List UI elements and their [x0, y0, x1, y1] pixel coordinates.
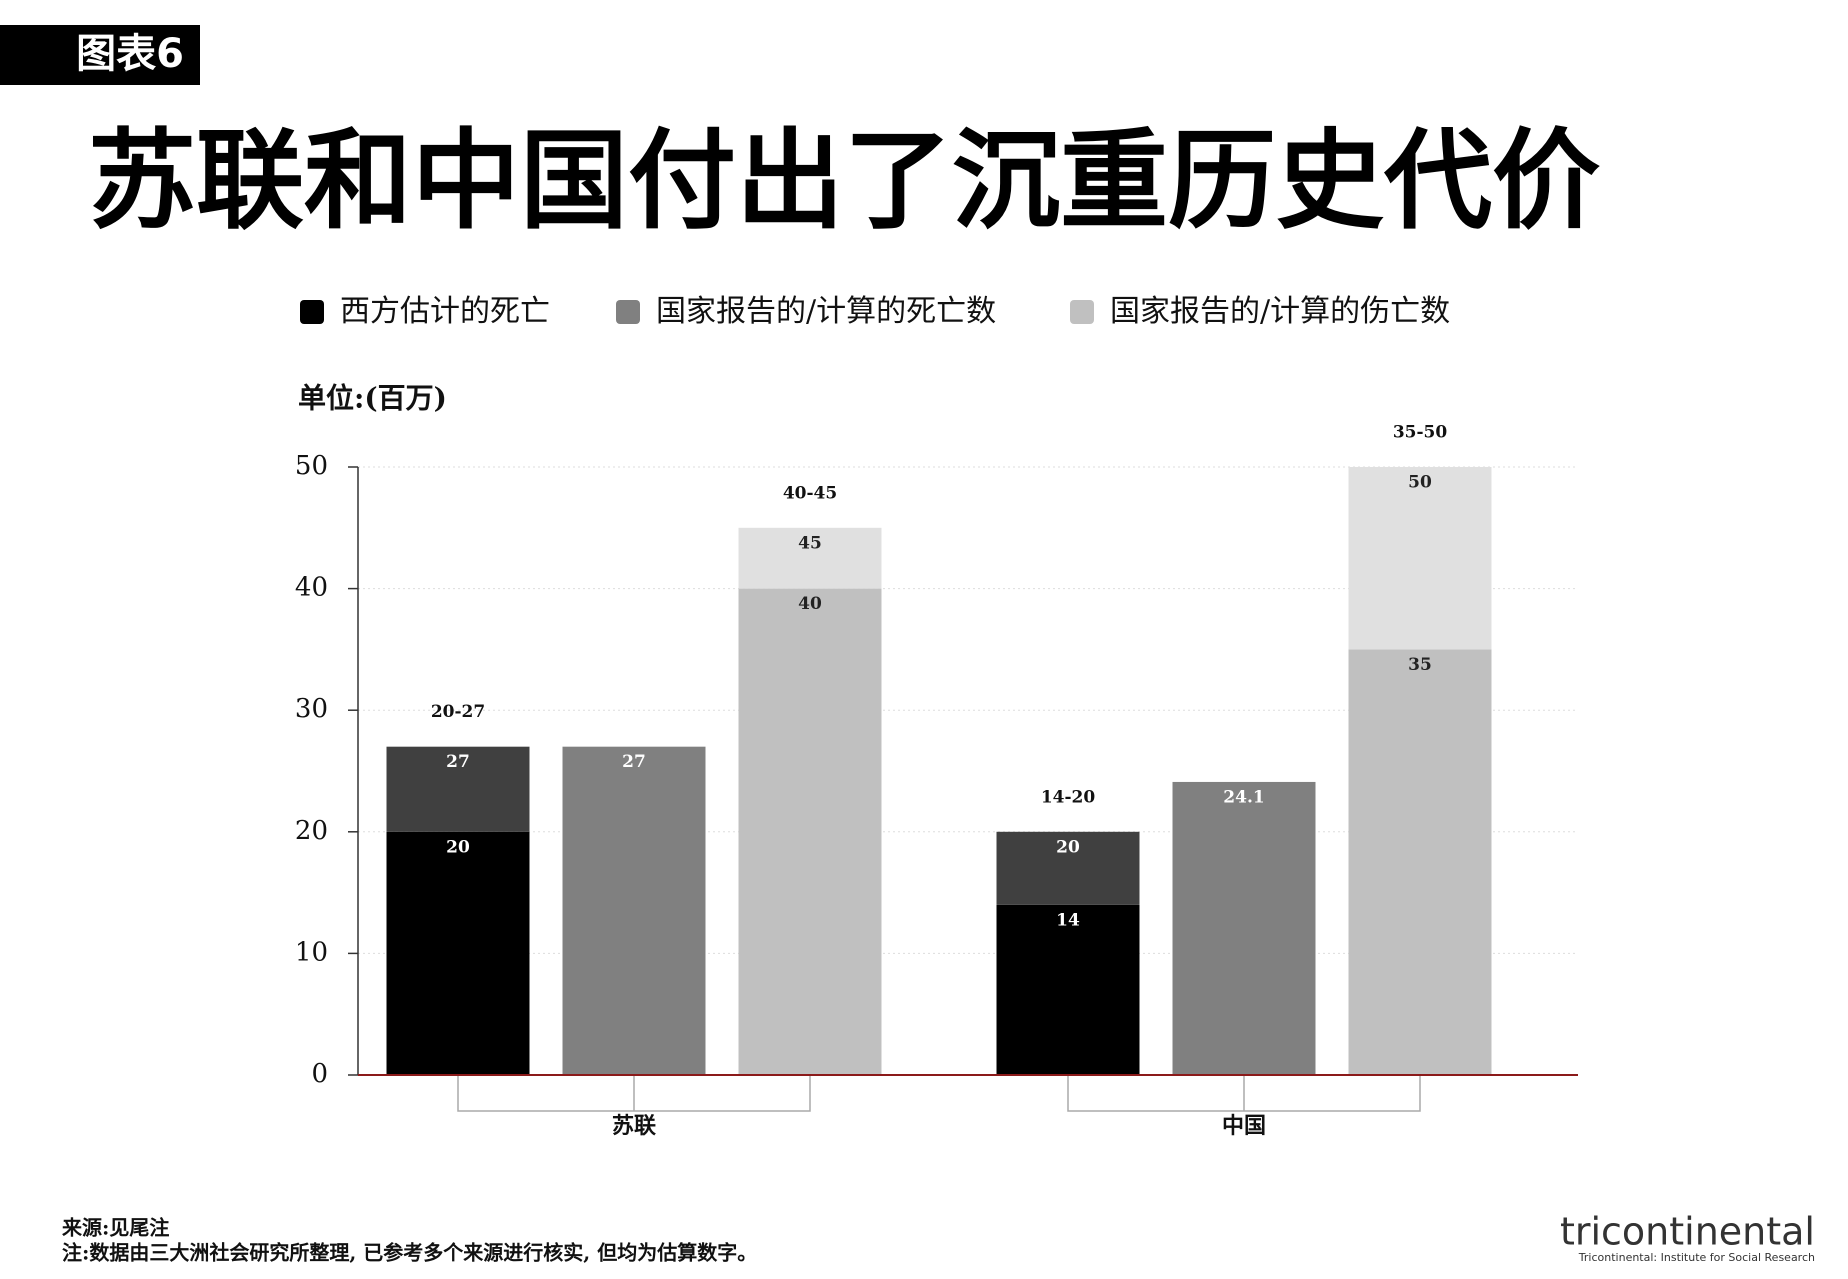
bar-range	[1348, 467, 1492, 650]
source: 来源:见尾注	[61, 1216, 169, 1240]
x-tick-label: 苏联	[612, 1113, 656, 1139]
y-axis-label: 单位:(百万)	[298, 382, 447, 415]
legend-label: 国家报告的/计算的伤亡数	[1110, 294, 1450, 329]
bar-range	[386, 746, 530, 832]
low-value-label: 40	[798, 594, 822, 614]
y-tick-label: 10	[295, 937, 328, 967]
high-value-label: 50	[1408, 473, 1432, 493]
bar-low	[1348, 649, 1492, 1075]
legend-label: 国家报告的/计算的死亡数	[656, 294, 996, 329]
bar-low	[738, 588, 882, 1075]
range-label: 14-20	[1041, 787, 1096, 807]
bar-low	[386, 831, 530, 1075]
legend-swatch	[616, 300, 640, 324]
note: 注:数据由三大洲社会研究所整理, 已参考多个来源进行核实, 但均为估算数字。	[62, 1241, 757, 1265]
bar-range	[738, 527, 882, 589]
high-value-label: 27	[446, 752, 470, 772]
category-bracket	[457, 1075, 811, 1112]
range-label: 20-27	[431, 702, 485, 722]
bar-low	[996, 904, 1140, 1075]
bar-value-label: 24.1	[1223, 787, 1264, 807]
y-tick-label: 0	[311, 1059, 328, 1089]
y-tick-label: 50	[295, 451, 328, 481]
low-value-label: 14	[1056, 910, 1080, 930]
range-label: 40-45	[783, 483, 837, 503]
x-tick-label: 中国	[1222, 1113, 1266, 1139]
legend-swatch	[300, 300, 324, 324]
y-tick-label: 20	[295, 816, 328, 846]
high-value-label: 45	[798, 533, 822, 553]
category-bracket	[1067, 1075, 1421, 1112]
bar-value-label: 27	[622, 752, 646, 772]
y-tick-label: 40	[295, 573, 328, 603]
logo-subtitle: Tricontinental: Institute for Social Res…	[1578, 1251, 1815, 1264]
badge-box	[0, 25, 200, 85]
bar	[1172, 781, 1316, 1075]
title: 苏联和中国付出了沉重历史代价	[88, 119, 1600, 244]
logo: tricontinental	[1560, 1210, 1815, 1254]
high-value-label: 20	[1056, 837, 1080, 857]
badge: 图表6	[76, 31, 184, 77]
legend-swatch	[1070, 300, 1094, 324]
bar	[562, 746, 706, 1075]
legend-label: 西方估计的死亡	[340, 294, 550, 329]
range-label: 35-50	[1393, 423, 1448, 443]
low-value-label: 20	[446, 837, 470, 857]
y-tick-label: 30	[295, 694, 328, 724]
bar-range	[996, 831, 1140, 905]
low-value-label: 35	[1408, 655, 1432, 675]
